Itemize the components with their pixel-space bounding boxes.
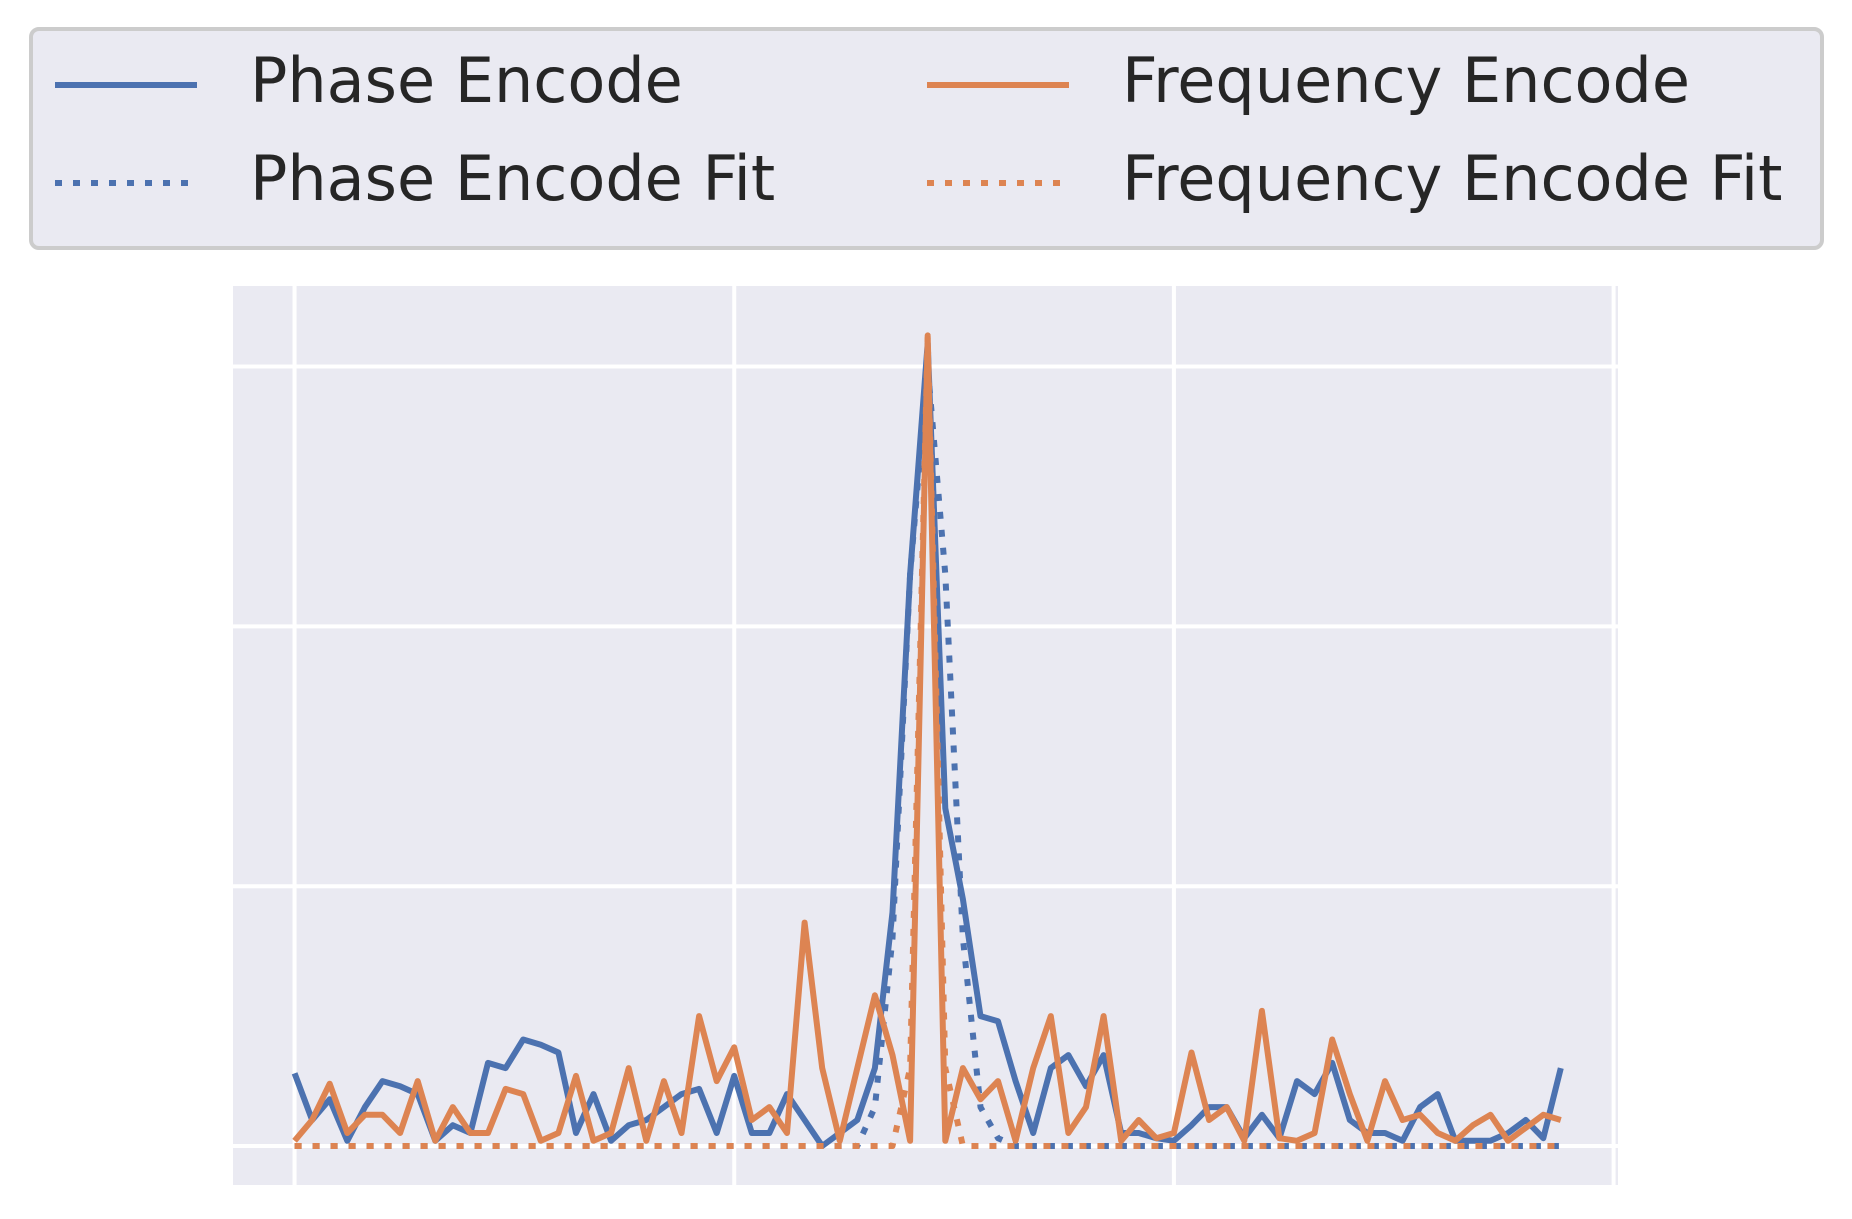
legend-box [29, 27, 1824, 250]
grid [233, 286, 1618, 1185]
legend-label: Phase Encode Fit [250, 142, 775, 215]
legend-label: Phase Encode [250, 44, 683, 117]
lines [291, 332, 1564, 1149]
series-line [294, 332, 1561, 1149]
legend-label: Frequency Encode Fit [1122, 142, 1782, 215]
legend: Phase Encode Phase Encode Fit Frequency En… [29, 27, 1824, 250]
legend-label: Frequency Encode [1122, 44, 1690, 117]
